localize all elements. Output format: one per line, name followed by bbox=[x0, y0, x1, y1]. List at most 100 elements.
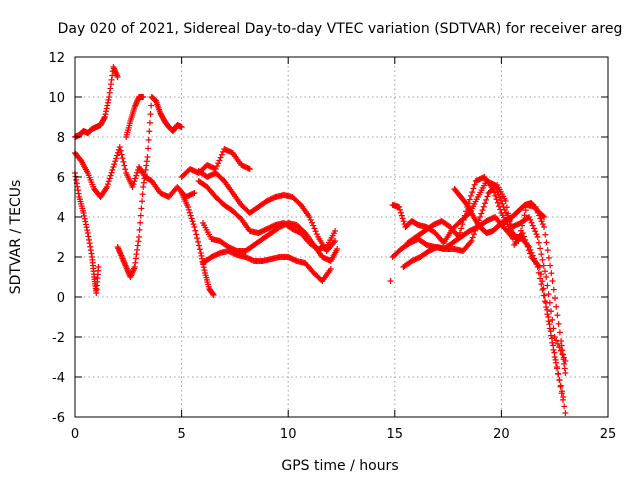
data-point bbox=[523, 240, 530, 247]
data-point bbox=[552, 295, 559, 302]
data-point bbox=[187, 212, 194, 219]
data-point bbox=[541, 268, 548, 275]
series-arc-5 bbox=[123, 94, 147, 140]
data-point bbox=[148, 102, 155, 109]
data-point bbox=[558, 390, 565, 397]
data-point bbox=[559, 396, 566, 403]
data-point bbox=[186, 209, 193, 216]
data-point bbox=[85, 233, 92, 240]
y-tick-label: 4 bbox=[57, 211, 65, 226]
data-point bbox=[104, 102, 111, 109]
data-point bbox=[139, 198, 146, 205]
data-point bbox=[146, 128, 153, 135]
series-arc-4 bbox=[114, 94, 185, 280]
grid bbox=[75, 57, 608, 417]
data-point bbox=[108, 76, 115, 83]
series-arc-9 bbox=[195, 178, 339, 252]
data-point bbox=[538, 251, 545, 258]
data-point bbox=[142, 171, 149, 178]
data-point bbox=[114, 152, 121, 159]
data-point bbox=[119, 155, 126, 162]
y-tick-label: 12 bbox=[48, 51, 65, 66]
data-point bbox=[218, 151, 225, 158]
data-point bbox=[467, 192, 474, 199]
data-point bbox=[190, 221, 197, 228]
data-point bbox=[522, 207, 529, 214]
data-point bbox=[134, 246, 141, 253]
data-point bbox=[112, 158, 119, 165]
data-point bbox=[185, 206, 192, 213]
data-point bbox=[140, 94, 147, 100]
data-point bbox=[121, 162, 128, 169]
data-point bbox=[542, 231, 549, 238]
data-point bbox=[106, 89, 113, 96]
data-point bbox=[327, 266, 334, 272]
data-point bbox=[548, 308, 555, 315]
data-point bbox=[201, 267, 208, 274]
data-point bbox=[111, 161, 118, 168]
data-point bbox=[461, 212, 468, 219]
data-point bbox=[189, 218, 196, 225]
data-point bbox=[493, 196, 500, 203]
data-point bbox=[550, 342, 557, 349]
data-point bbox=[477, 214, 484, 220]
data-point bbox=[515, 238, 522, 244]
data-point bbox=[312, 228, 319, 235]
data-point bbox=[103, 184, 110, 190]
y-tick-label: -6 bbox=[52, 411, 65, 426]
data-point bbox=[195, 238, 202, 245]
x-tick-label: 20 bbox=[493, 427, 510, 442]
data-point bbox=[471, 181, 478, 188]
data-point bbox=[193, 231, 200, 238]
data-point bbox=[308, 219, 315, 226]
x-axis-label: GPS time / hours bbox=[281, 458, 398, 474]
data-point bbox=[122, 166, 129, 173]
data-point bbox=[196, 246, 203, 253]
data-point bbox=[195, 242, 202, 249]
data-point bbox=[130, 181, 137, 188]
data-point bbox=[561, 365, 568, 372]
data-point bbox=[547, 262, 554, 269]
data-point bbox=[129, 184, 136, 190]
data-point bbox=[310, 222, 317, 229]
data-point bbox=[399, 215, 406, 222]
data-point bbox=[396, 204, 403, 210]
data-point bbox=[107, 85, 114, 92]
data-point bbox=[80, 210, 87, 216]
data-point bbox=[534, 234, 541, 240]
y-tick-label: 2 bbox=[57, 251, 65, 266]
data-point bbox=[131, 178, 138, 185]
data-point bbox=[524, 243, 531, 250]
data-point bbox=[562, 370, 569, 376]
data-point bbox=[334, 246, 341, 252]
data-point bbox=[132, 175, 139, 182]
x-tick-label: 15 bbox=[387, 427, 404, 442]
data-point bbox=[184, 204, 191, 210]
data-point bbox=[459, 221, 466, 228]
data-point bbox=[539, 256, 546, 263]
data-point bbox=[132, 259, 139, 266]
data-point bbox=[86, 236, 93, 243]
data-point bbox=[527, 250, 534, 257]
data-point bbox=[144, 154, 151, 160]
data-point bbox=[131, 264, 138, 270]
data-point bbox=[191, 190, 198, 196]
data-point bbox=[105, 178, 112, 185]
data-point bbox=[479, 207, 486, 214]
data-point bbox=[110, 164, 117, 170]
data-point bbox=[75, 187, 82, 194]
data-point bbox=[143, 162, 150, 169]
data-point bbox=[178, 124, 185, 130]
data-point bbox=[313, 231, 320, 238]
data-point bbox=[134, 169, 141, 176]
data-point bbox=[530, 225, 537, 232]
data-point bbox=[209, 291, 216, 298]
data-point bbox=[114, 74, 121, 80]
data-point bbox=[140, 184, 147, 190]
data-point bbox=[540, 285, 547, 292]
data-point bbox=[73, 176, 80, 183]
data-point bbox=[556, 329, 563, 336]
data-point bbox=[541, 214, 548, 220]
data-point bbox=[538, 281, 545, 288]
series-arc-7 bbox=[178, 146, 253, 180]
